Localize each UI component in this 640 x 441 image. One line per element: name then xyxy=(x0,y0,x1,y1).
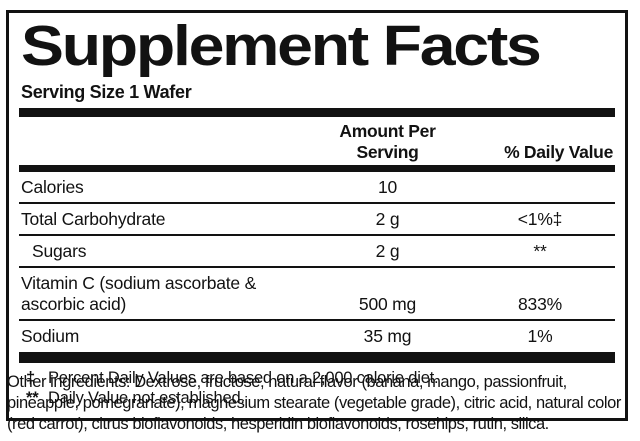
footnote: ‡ Percent Daily Values are based on a 2,… xyxy=(19,368,615,388)
footnote-text: Percent Daily Values are based on a 2,00… xyxy=(48,369,439,387)
nutrient-amount: 2 g xyxy=(375,209,400,229)
facts-panel: Supplement Facts Serving Size 1 Wafer Am… xyxy=(6,10,628,421)
serving-size: Serving Size 1 Wafer xyxy=(21,82,192,102)
footnote-text: Daily Value not established. xyxy=(48,389,245,407)
nutrient-name: Calories xyxy=(21,177,84,197)
footnote: ** Daily Value not established. xyxy=(19,388,615,408)
panel-title: Supplement Facts xyxy=(21,14,542,78)
nutrient-daily-value: 833% xyxy=(518,294,562,314)
nutrient-amount: 2 g xyxy=(375,241,400,261)
nutrient-amount: 35 mg xyxy=(363,326,412,346)
nutrient-daily-value: ** xyxy=(533,241,547,261)
amount-column-header: Amount Per Serving xyxy=(339,121,436,162)
footnote-symbol: ‡ xyxy=(26,369,35,387)
footnote-symbol: ** xyxy=(26,389,39,407)
table-row: Calories 10 xyxy=(19,172,615,204)
nutrient-name: Total Carbohydrate xyxy=(21,209,166,229)
table-row: Sugars 2 g ** xyxy=(19,236,615,268)
thick-divider-bottom xyxy=(19,352,615,363)
table-row: Sodium 35 mg 1% xyxy=(19,321,615,352)
nutrient-name: Vitamin C (sodium ascorbate & ascorbic a… xyxy=(21,273,257,314)
nutrient-daily-value: <1%‡ xyxy=(517,209,563,229)
table-row: Total Carbohydrate 2 g <1%‡ xyxy=(19,204,615,236)
nutrient-name: Sodium xyxy=(21,326,80,346)
footnotes: ‡ Percent Daily Values are based on a 2,… xyxy=(19,363,615,411)
nutrient-daily-value: 1% xyxy=(527,326,553,346)
table-header: Amount Per Serving % Daily Value xyxy=(19,117,615,172)
nutrient-amount: 10 xyxy=(377,177,398,197)
table-row: Vitamin C (sodium ascorbate & ascorbic a… xyxy=(19,268,615,321)
nutrient-amount: 500 mg xyxy=(358,294,417,314)
daily-value-column-header: % Daily Value xyxy=(504,142,613,162)
other-ingredients-text: Other ingredients: Dextrose, fructose, n… xyxy=(7,373,621,433)
nutrient-name: Sugars xyxy=(32,241,87,261)
nutrient-rows: Calories 10 Total Carbohydrate 2 g <1%‡ … xyxy=(19,172,615,352)
thick-divider-top xyxy=(19,108,615,117)
